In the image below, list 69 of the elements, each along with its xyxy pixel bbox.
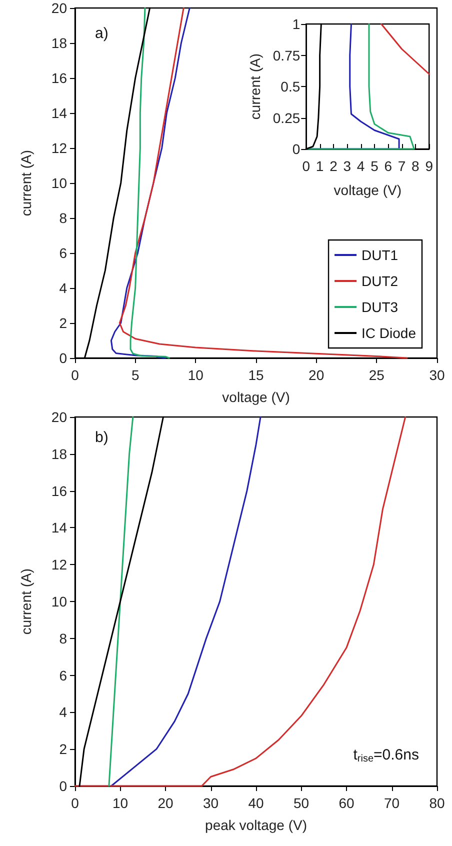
- y-tick-label: 2: [59, 315, 68, 331]
- y-tick-label: 8: [59, 630, 68, 646]
- x-tick-label: 60: [338, 795, 354, 811]
- y-tick-label: 0.5: [280, 78, 300, 94]
- y-tick-label: 16: [51, 70, 68, 86]
- annotation: b): [95, 429, 108, 446]
- y-tick-label: 4: [59, 704, 68, 720]
- x-tick-label: 25: [368, 367, 385, 383]
- x-tick-label: 70: [384, 795, 400, 811]
- y-tick-label: 20: [51, 0, 68, 16]
- y-tick-label: 6: [59, 245, 68, 261]
- line-series: [110, 7, 190, 359]
- legend-label: DUT1: [362, 247, 398, 263]
- x-tick-label: 4: [356, 158, 365, 174]
- y-tick-label: 0.25: [272, 110, 300, 126]
- annotation: a): [95, 25, 108, 42]
- y-tick-label: 6: [59, 667, 68, 684]
- legend-label: DUT3: [362, 299, 398, 315]
- x-tick-label: 6: [384, 158, 392, 174]
- y-tick-label: 14: [51, 520, 68, 536]
- line-series: [108, 416, 134, 787]
- x-tick-label: 30: [429, 367, 445, 383]
- x-tick-label: 0: [71, 795, 80, 811]
- legend-label: DUT2: [362, 273, 398, 289]
- y-tick-label: 0: [59, 778, 68, 794]
- x-tick-label: 10: [112, 795, 128, 811]
- x-tick-label: 8: [412, 158, 420, 174]
- y-tick-label: 10: [51, 175, 68, 191]
- y-axis-title: current (A): [18, 568, 34, 635]
- y-tick-label: 16: [51, 482, 68, 499]
- y-axis-title: current (A): [18, 150, 34, 216]
- x-tick-label: 15: [248, 367, 264, 383]
- x-tick-label: 0: [71, 367, 80, 383]
- line-series: [130, 7, 170, 359]
- x-axis-title: voltage (V): [222, 389, 290, 405]
- x-tick-label: 9: [425, 158, 434, 174]
- x-tick-label: 80: [429, 795, 445, 811]
- y-tick-label: 0.75: [272, 47, 300, 64]
- x-axis-title: voltage (V): [334, 182, 402, 198]
- x-tick-label: 2: [330, 158, 338, 174]
- y-tick-label: 12: [51, 556, 68, 573]
- y-tick-label: 18: [51, 446, 68, 462]
- x-tick-label: 7: [398, 158, 406, 174]
- x-tick-label: 20: [158, 795, 174, 811]
- y-tick-label: 10: [51, 594, 68, 610]
- y-tick-label: 20: [51, 409, 68, 425]
- y-tick-label: 18: [51, 35, 68, 51]
- line-series: [110, 416, 262, 787]
- y-tick-label: 14: [51, 105, 68, 121]
- y-tick-label: 8: [59, 210, 68, 226]
- y-tick-label: 12: [51, 140, 68, 156]
- x-tick-label: 50: [293, 795, 310, 811]
- y-tick-label: 4: [59, 280, 68, 296]
- x-tick-label: 40: [248, 795, 264, 811]
- x-tick-label: 3: [343, 158, 352, 174]
- y-tick-label: 2: [59, 741, 68, 758]
- x-tick-label: 10: [188, 367, 204, 383]
- x-tick-label: 20: [308, 367, 324, 383]
- x-tick-label: 30: [202, 795, 219, 811]
- x-tick-label: 5: [131, 367, 140, 383]
- x-tick-label: 1: [316, 158, 324, 174]
- y-tick-label: 0: [292, 141, 300, 157]
- y-axis-title: current (A): [247, 53, 263, 120]
- x-tick-label: 0: [302, 158, 310, 174]
- x-tick-label: 5: [370, 158, 379, 174]
- y-tick-label: 0: [59, 350, 68, 366]
- x-axis-title: peak voltage (V): [205, 817, 307, 833]
- legend-label: IC Diode: [362, 325, 416, 341]
- y-tick-label: 1: [292, 16, 300, 32]
